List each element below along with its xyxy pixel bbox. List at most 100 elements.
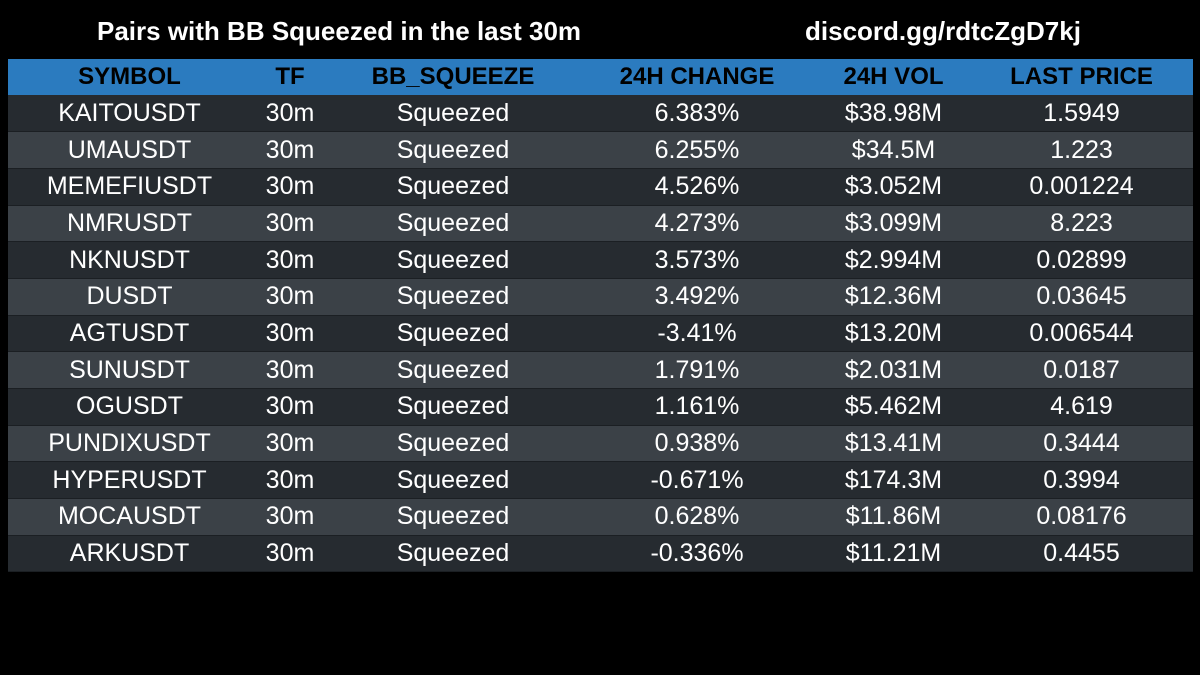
header-row: SYMBOL TF BB_SQUEEZE 24H CHANGE 24H VOL …	[8, 59, 1193, 95]
table-row[interactable]: KAITOUSDT 30m Squeezed 6.383% $38.98M 1.5949	[8, 95, 1193, 133]
cell-24h-vol: $12.36M	[817, 278, 970, 316]
cell-symbol: AGTUSDT	[8, 315, 251, 353]
column-header-bb-squeeze[interactable]: BB_SQUEEZE	[371, 63, 535, 90]
cell-last-price: 0.03645	[970, 278, 1193, 316]
cell-last-price: 0.0187	[970, 351, 1193, 389]
cell-24h-vol: $11.21M	[817, 535, 970, 573]
cell-tf: 30m	[251, 425, 329, 463]
cell-last-price: 0.3444	[970, 425, 1193, 463]
cell-bb-squeeze: Squeezed	[329, 241, 577, 279]
cell-24h-vol: $13.20M	[817, 315, 970, 353]
column-header-symbol[interactable]: SYMBOL	[78, 63, 181, 90]
cell-24h-vol: $11.86M	[817, 498, 970, 536]
discord-link[interactable]: discord.gg/rdtcZgD7kj	[805, 16, 1081, 46]
cell-last-price: 0.006544	[970, 315, 1193, 353]
column-header-24h-change[interactable]: 24H CHANGE	[619, 63, 775, 90]
table-header: SYMBOL TF BB_SQUEEZE 24H CHANGE 24H VOL …	[8, 59, 1193, 95]
header: Pairs with BB Squeezed in the last 30m d…	[0, 0, 1200, 62]
cell-last-price: 4.619	[970, 388, 1193, 426]
cell-last-price: 0.4455	[970, 535, 1193, 573]
cell-24h-change: -0.336%	[577, 535, 817, 573]
cell-tf: 30m	[251, 535, 329, 573]
cell-bb-squeeze: Squeezed	[329, 315, 577, 353]
cell-symbol: MOCAUSDT	[8, 498, 251, 536]
table-row[interactable]: ARKUSDT 30m Squeezed -0.336% $11.21M 0.4455	[8, 535, 1193, 573]
cell-24h-change: 0.628%	[577, 498, 817, 536]
cell-tf: 30m	[251, 205, 329, 243]
cell-24h-vol: $5.462M	[817, 388, 970, 426]
cell-symbol: DUSDT	[8, 278, 251, 316]
cell-last-price: 1.223	[970, 131, 1193, 169]
cell-last-price: 0.3994	[970, 461, 1193, 500]
cell-symbol: SUNUSDT	[8, 351, 251, 389]
cell-24h-change: 4.526%	[577, 168, 817, 206]
cell-tf: 30m	[251, 131, 329, 169]
cell-symbol: OGUSDT	[8, 388, 251, 426]
cell-24h-change: 3.492%	[577, 278, 817, 316]
cell-symbol: ARKUSDT	[8, 535, 251, 573]
cell-24h-change: 4.273%	[577, 205, 817, 243]
cell-last-price: 0.001224	[970, 168, 1193, 206]
cell-24h-vol: $174.3M	[817, 461, 970, 500]
cell-tf: 30m	[251, 315, 329, 353]
cell-24h-change: -3.41%	[577, 315, 817, 353]
cell-bb-squeeze: Squeezed	[329, 168, 577, 206]
cell-tf: 30m	[251, 95, 329, 133]
cell-24h-vol: $38.98M	[817, 95, 970, 133]
cell-24h-change: 6.383%	[577, 95, 817, 133]
cell-24h-vol: $2.994M	[817, 241, 970, 279]
column-header-24h-vol[interactable]: 24H VOL	[843, 63, 944, 90]
cell-tf: 30m	[251, 278, 329, 316]
cell-bb-squeeze: Squeezed	[329, 95, 577, 133]
pairs-table: SYMBOL TF BB_SQUEEZE 24H CHANGE 24H VOL …	[8, 59, 1193, 573]
table-row[interactable]: HYPERUSDT 30m Squeezed -0.671% $174.3M 0.3994	[8, 461, 1193, 500]
cell-symbol: NMRUSDT	[8, 205, 251, 243]
cell-bb-squeeze: Squeezed	[329, 461, 577, 500]
cell-bb-squeeze: Squeezed	[329, 425, 577, 463]
column-header-last-price[interactable]: LAST PRICE	[1010, 63, 1153, 90]
cell-24h-vol: $34.5M	[817, 131, 970, 169]
cell-symbol: KAITOUSDT	[8, 95, 251, 133]
cell-last-price: 8.223	[970, 205, 1193, 243]
cell-tf: 30m	[251, 241, 329, 279]
table-row[interactable]: NKNUSDT 30m Squeezed 3.573% $2.994M 0.02899	[8, 241, 1193, 279]
cell-tf: 30m	[251, 461, 329, 500]
cell-24h-vol: $3.052M	[817, 168, 970, 206]
table-row[interactable]: SUNUSDT 30m Squeezed 1.791% $2.031M 0.0187	[8, 351, 1193, 389]
cell-tf: 30m	[251, 168, 329, 206]
cell-bb-squeeze: Squeezed	[329, 498, 577, 536]
cell-symbol: UMAUSDT	[8, 131, 251, 169]
cell-tf: 30m	[251, 388, 329, 426]
table-row[interactable]: UMAUSDT 30m Squeezed 6.255% $34.5M 1.223	[8, 131, 1193, 169]
cell-bb-squeeze: Squeezed	[329, 278, 577, 316]
cell-24h-change: -0.671%	[577, 461, 817, 500]
column-header-tf[interactable]: TF	[275, 63, 305, 90]
table-row[interactable]: PUNDIXUSDT 30m Squeezed 0.938% $13.41M 0.3444	[8, 425, 1193, 463]
cell-bb-squeeze: Squeezed	[329, 351, 577, 389]
cell-bb-squeeze: Squeezed	[329, 131, 577, 169]
cell-24h-vol: $2.031M	[817, 351, 970, 389]
cell-symbol: PUNDIXUSDT	[8, 425, 251, 463]
cell-tf: 30m	[251, 498, 329, 536]
cell-tf: 30m	[251, 351, 329, 389]
cell-24h-vol: $13.41M	[817, 425, 970, 463]
cell-symbol: NKNUSDT	[8, 241, 251, 279]
table-row[interactable]: MOCAUSDT 30m Squeezed 0.628% $11.86M 0.08176	[8, 498, 1193, 536]
cell-bb-squeeze: Squeezed	[329, 205, 577, 243]
cell-symbol: MEMEFIUSDT	[8, 168, 251, 206]
page-title: Pairs with BB Squeezed in the last 30m	[97, 16, 582, 46]
table-row[interactable]: AGTUSDT 30m Squeezed -3.41% $13.20M 0.006544	[8, 315, 1193, 353]
table-row[interactable]: OGUSDT 30m Squeezed 1.161% $5.462M 4.619	[8, 388, 1193, 426]
table-body: KAITOUSDT 30m Squeezed 6.383% $38.98M 1.5949 U…	[8, 95, 1193, 573]
cell-bb-squeeze: Squeezed	[329, 388, 577, 426]
cell-symbol: HYPERUSDT	[8, 461, 251, 500]
cell-last-price: 0.02899	[970, 241, 1193, 279]
cell-24h-change: 1.161%	[577, 388, 817, 426]
table-row[interactable]: DUSDT 30m Squeezed 3.492% $12.36M 0.03645	[8, 278, 1193, 316]
table-row[interactable]: NMRUSDT 30m Squeezed 4.273% $3.099M 8.223	[8, 205, 1193, 243]
cell-24h-change: 1.791%	[577, 351, 817, 389]
table-row[interactable]: MEMEFIUSDT 30m Squeezed 4.526% $3.052M 0.0012…	[8, 168, 1193, 206]
cell-last-price: 1.5949	[970, 95, 1193, 133]
cell-last-price: 0.08176	[970, 498, 1193, 536]
cell-24h-change: 0.938%	[577, 425, 817, 463]
